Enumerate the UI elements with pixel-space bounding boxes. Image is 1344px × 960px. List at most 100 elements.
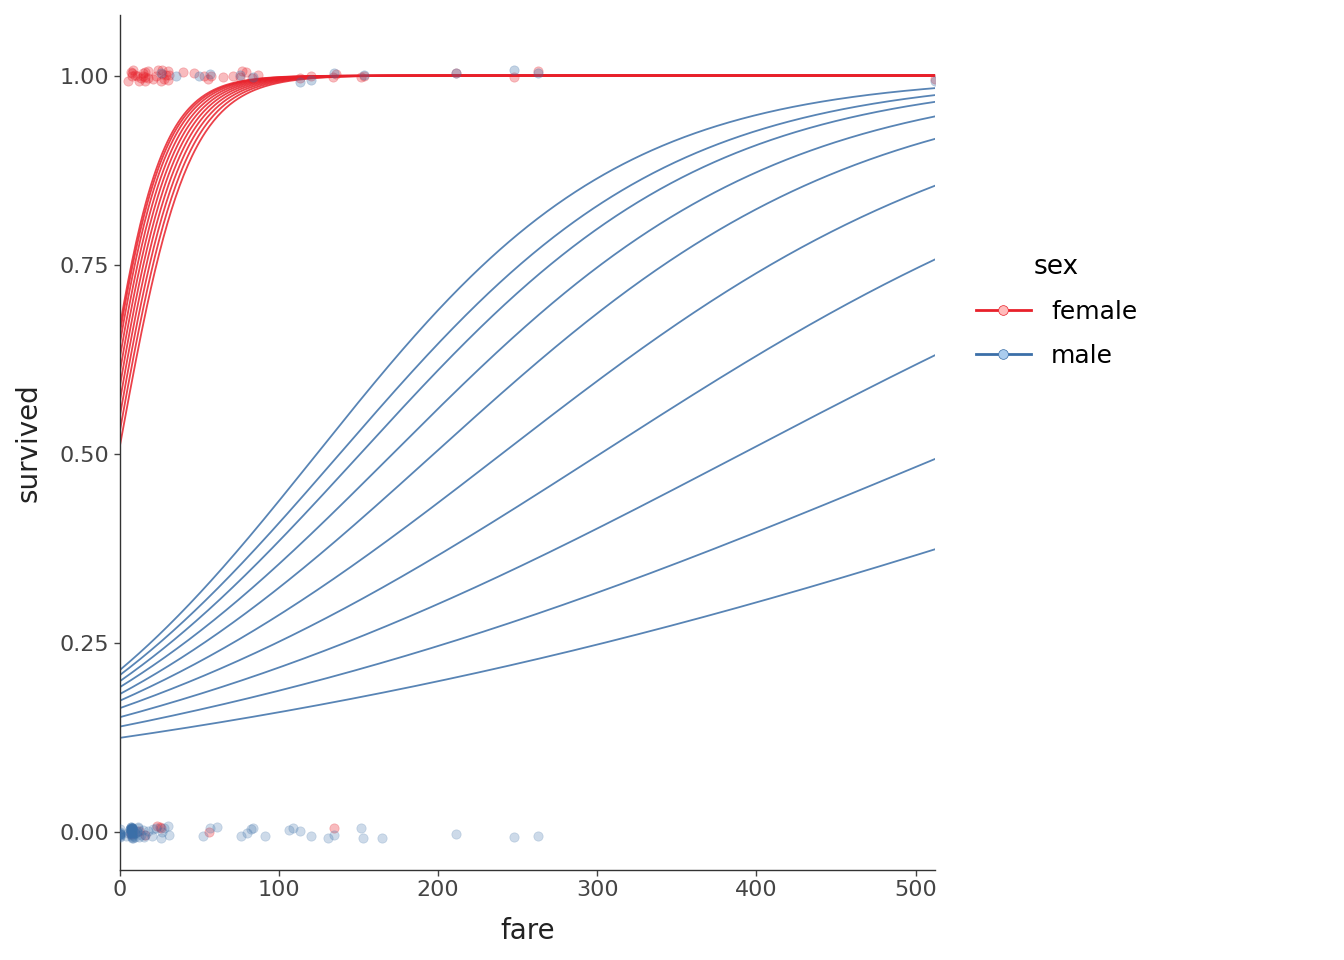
Point	[121, 828, 142, 843]
Point	[116, 828, 137, 844]
Point	[445, 65, 466, 81]
Point	[242, 70, 263, 85]
Point	[157, 72, 179, 87]
Point	[120, 821, 141, 836]
Point	[122, 822, 144, 837]
Point	[121, 821, 142, 836]
Point	[142, 821, 164, 836]
Point	[120, 821, 141, 836]
Point	[151, 830, 172, 846]
Point	[122, 62, 144, 78]
Point	[157, 63, 179, 79]
Point	[128, 828, 149, 844]
Point	[109, 828, 130, 844]
Point	[134, 64, 156, 80]
Point	[172, 65, 194, 81]
Point	[121, 820, 142, 835]
Point	[124, 826, 145, 841]
Point	[151, 66, 172, 82]
Point	[300, 68, 321, 84]
Point	[321, 70, 343, 85]
Point	[151, 65, 172, 81]
Point	[124, 825, 145, 840]
Point	[231, 63, 253, 79]
Point	[351, 69, 372, 84]
Point	[200, 68, 222, 84]
Point	[109, 827, 130, 842]
Point	[137, 824, 159, 839]
Point	[231, 828, 253, 844]
Point	[282, 821, 304, 836]
Point	[121, 64, 142, 80]
Point	[120, 824, 141, 839]
Point	[126, 68, 148, 84]
Point	[254, 828, 276, 844]
Point	[109, 822, 130, 837]
Point	[121, 821, 142, 836]
Point	[122, 830, 144, 846]
Point	[239, 822, 261, 837]
Point	[134, 69, 156, 84]
X-axis label: fare: fare	[500, 917, 555, 945]
Point	[317, 830, 339, 846]
Point	[128, 819, 149, 834]
Point	[300, 828, 321, 844]
Point	[148, 62, 169, 78]
Point	[121, 829, 142, 845]
Point	[142, 71, 164, 86]
Point	[528, 63, 550, 79]
Point	[121, 822, 142, 837]
Point	[121, 827, 142, 842]
Point	[132, 65, 153, 81]
Point	[289, 74, 310, 89]
Point	[121, 820, 142, 835]
Point	[121, 823, 142, 838]
Point	[149, 819, 171, 834]
Point	[503, 69, 524, 84]
Point	[133, 828, 155, 844]
Point	[247, 67, 269, 83]
Point	[156, 67, 177, 83]
Point	[353, 68, 375, 84]
Point	[152, 62, 173, 78]
Point	[445, 65, 466, 81]
Point	[109, 827, 130, 842]
Point	[289, 824, 310, 839]
Point	[121, 821, 142, 836]
Point	[289, 70, 310, 85]
Point	[199, 820, 220, 835]
Point	[353, 67, 375, 83]
Point	[109, 825, 130, 840]
Point	[222, 68, 243, 84]
Point	[151, 820, 172, 835]
Point	[323, 820, 344, 835]
Point	[121, 65, 142, 81]
Point	[145, 68, 167, 84]
Point	[323, 65, 344, 81]
Point	[925, 72, 946, 87]
Point	[192, 828, 214, 844]
Point	[120, 825, 141, 840]
Point	[228, 69, 250, 84]
Point	[352, 829, 374, 845]
Point	[122, 821, 144, 836]
Point	[146, 819, 168, 834]
Point	[130, 71, 152, 86]
Point	[122, 823, 144, 838]
Point	[141, 828, 163, 844]
Point	[188, 69, 210, 84]
Point	[121, 68, 142, 84]
Point	[121, 819, 142, 834]
Point	[528, 65, 550, 81]
Point	[126, 823, 148, 838]
Point	[351, 821, 372, 836]
Point	[130, 828, 152, 843]
Point	[198, 825, 219, 840]
Point	[157, 819, 179, 834]
Point	[117, 73, 138, 88]
Point	[117, 826, 138, 841]
Point	[235, 825, 257, 840]
Point	[137, 70, 159, 85]
Point	[132, 68, 153, 84]
Point	[371, 830, 392, 846]
